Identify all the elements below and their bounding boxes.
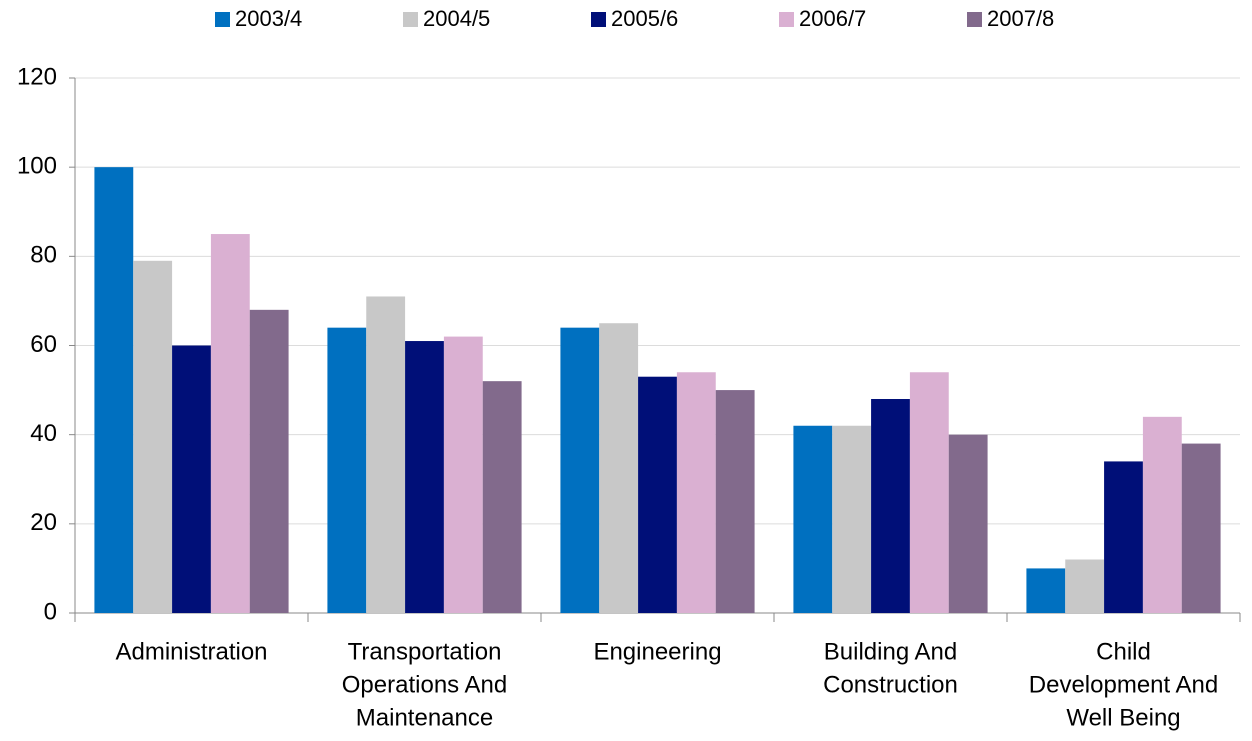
bar: [327, 327, 367, 613]
bar: [715, 390, 755, 613]
legend-label: 2007/8: [987, 6, 1054, 31]
x-tick-label: Child: [1096, 638, 1151, 665]
x-tick-label: Administration: [115, 638, 267, 665]
bar: [638, 376, 677, 613]
legend-label: 2003/4: [235, 6, 302, 31]
legend-label: 2005/6: [611, 6, 678, 31]
bar: [1104, 461, 1143, 613]
x-tick-label: Building And: [824, 638, 957, 665]
x-tick-label: Operations And: [342, 671, 507, 698]
y-tick-label: 80: [30, 242, 57, 269]
legend-swatch: [967, 12, 982, 27]
bar: [676, 372, 716, 613]
bar: [405, 341, 444, 613]
bar: [832, 425, 872, 613]
bar: [1026, 568, 1066, 613]
x-tick-label: Transportation: [348, 638, 502, 665]
bar: [1065, 559, 1105, 613]
y-tick-label: 60: [30, 331, 57, 358]
x-tick-label: Engineering: [593, 638, 721, 665]
legend-swatch: [403, 12, 418, 27]
bar: [94, 167, 134, 613]
x-tick-label: Construction: [823, 671, 958, 698]
bar: [909, 372, 949, 613]
legend-swatch: [591, 12, 606, 27]
bar: [133, 260, 173, 613]
y-tick-label: 100: [17, 153, 57, 180]
bar: [1181, 443, 1221, 613]
y-tick-label: 120: [17, 63, 57, 90]
bar: [366, 296, 406, 613]
bar: [210, 234, 250, 613]
bar: [599, 323, 639, 613]
bar: [443, 336, 483, 613]
legend-label: 2006/7: [799, 6, 866, 31]
legend-swatch: [215, 12, 230, 27]
bar: [249, 309, 289, 613]
x-tick-label: Maintenance: [356, 704, 493, 731]
bar: [1142, 416, 1182, 613]
bar: [482, 381, 522, 613]
bar: [172, 345, 211, 613]
bar: [793, 425, 833, 613]
bar: [948, 434, 988, 613]
y-tick-label: 40: [30, 420, 57, 447]
y-tick-label: 20: [30, 509, 57, 536]
bar: [871, 399, 910, 613]
x-tick-label: Well Being: [1066, 704, 1180, 731]
x-tick-label: Development And: [1029, 671, 1218, 698]
bar: [560, 327, 600, 613]
y-tick-label: 0: [44, 598, 57, 625]
legend-label: 2004/5: [423, 6, 490, 31]
legend-swatch: [779, 12, 794, 27]
